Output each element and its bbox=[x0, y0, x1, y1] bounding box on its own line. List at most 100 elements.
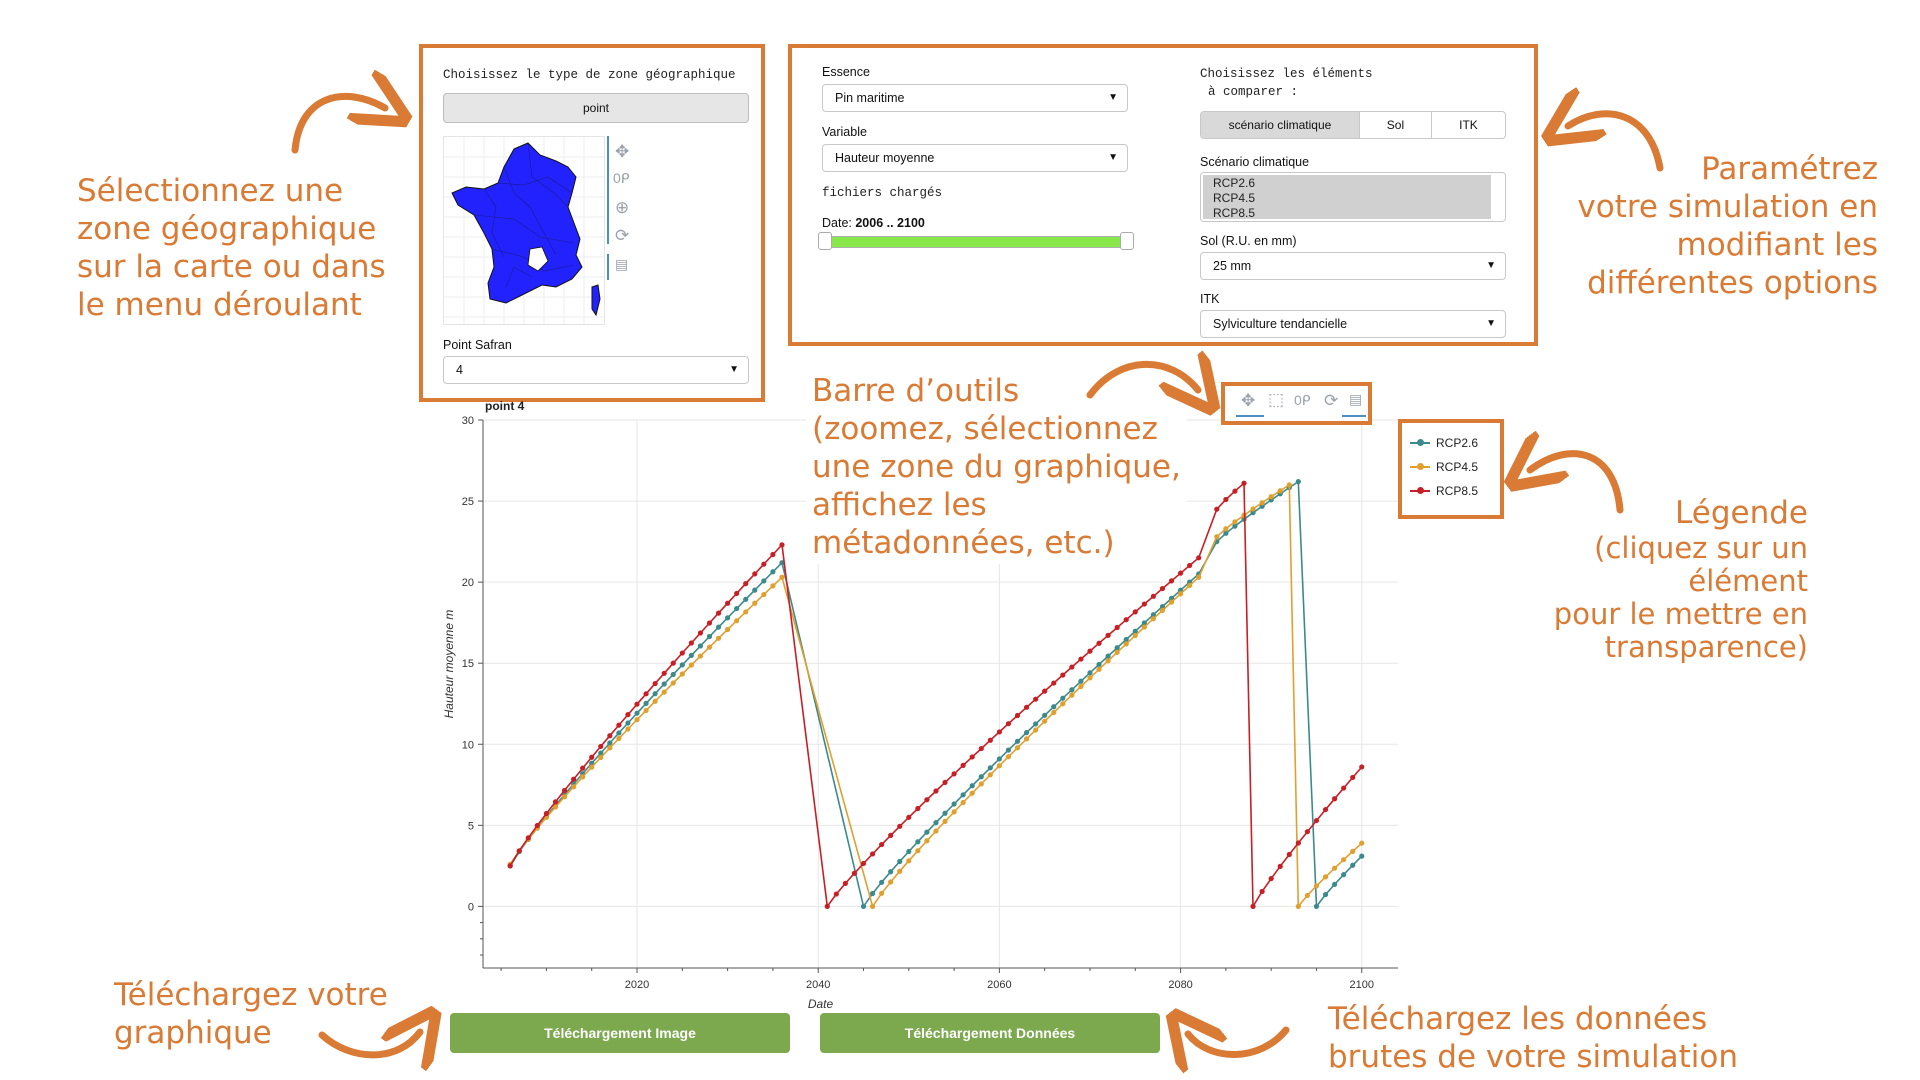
data-point bbox=[1023, 736, 1030, 742]
scenario-option-rcp26[interactable]: RCP2.6 bbox=[1213, 176, 1256, 190]
data-point bbox=[652, 680, 658, 687]
data-point bbox=[1014, 745, 1021, 751]
data-point bbox=[1277, 863, 1283, 869]
data-point bbox=[679, 671, 685, 677]
scenario-option-rcp45[interactable]: RCP4.5 bbox=[1213, 191, 1256, 205]
data-point bbox=[752, 571, 758, 577]
reset-icon[interactable]: ⟳ bbox=[615, 226, 630, 245]
data-point bbox=[1114, 645, 1120, 651]
data-point bbox=[779, 574, 785, 580]
data-point bbox=[616, 722, 622, 728]
data-point bbox=[589, 764, 595, 770]
legend-item-rcp45[interactable]: RCP4.5 bbox=[1410, 458, 1478, 476]
download-image-button[interactable]: Téléchargement Image bbox=[450, 1013, 790, 1053]
essence-select[interactable]: Pin maritime ▼ bbox=[822, 84, 1128, 112]
tab-itk[interactable]: ITK bbox=[1459, 118, 1478, 132]
wheel-zoom-icon[interactable]: 0ᑭ bbox=[613, 170, 630, 186]
data-point bbox=[715, 635, 722, 641]
date-label: Date: 2006 .. 2100 bbox=[822, 216, 925, 230]
y-axis-label: Hauteur moyenne m bbox=[442, 610, 456, 719]
data-point bbox=[1187, 582, 1193, 589]
france-map[interactable] bbox=[443, 136, 605, 325]
data-point bbox=[942, 779, 948, 786]
data-point bbox=[743, 609, 749, 615]
data-point bbox=[1232, 488, 1238, 494]
box-select-icon[interactable]: ⬚ bbox=[1268, 390, 1285, 409]
data-point bbox=[1322, 806, 1329, 813]
data-point bbox=[743, 581, 749, 587]
date-range: 2006 .. 2100 bbox=[855, 216, 925, 230]
reset-icon[interactable]: ⟳ bbox=[1324, 391, 1339, 410]
data-point bbox=[1087, 675, 1093, 681]
data-point bbox=[1078, 656, 1084, 662]
data-point bbox=[734, 618, 740, 624]
france-map-svg[interactable] bbox=[444, 137, 604, 324]
data-point bbox=[534, 822, 540, 829]
data-point bbox=[906, 814, 912, 820]
data-point bbox=[643, 691, 649, 697]
download-data-button[interactable]: Téléchargement Données bbox=[820, 1013, 1160, 1053]
data-point bbox=[580, 774, 586, 780]
pan-icon[interactable]: ✥ bbox=[615, 142, 630, 161]
data-point bbox=[996, 756, 1002, 762]
chevron-down-icon: ▼ bbox=[1486, 260, 1496, 271]
variable-select[interactable]: Hauteur moyenne ▼ bbox=[822, 144, 1128, 172]
data-point bbox=[1132, 628, 1138, 634]
wheel-zoom-icon[interactable]: 0ᑭ bbox=[1294, 392, 1311, 408]
x-tick-label: 2100 bbox=[1350, 979, 1374, 991]
itk-select[interactable]: Sylviculture tendancielle ▼ bbox=[1200, 310, 1506, 338]
data-point bbox=[1150, 616, 1156, 622]
data-point bbox=[1096, 666, 1102, 672]
data-point bbox=[969, 790, 975, 796]
data-point bbox=[688, 652, 694, 658]
data-point bbox=[734, 605, 740, 612]
sol-select[interactable]: 25 mm ▼ bbox=[1200, 252, 1506, 280]
scenario-multiselect[interactable]: RCP2.6 RCP4.5 RCP8.5 bbox=[1200, 172, 1506, 222]
data-point bbox=[960, 799, 966, 806]
data-point bbox=[1250, 903, 1256, 909]
essence-label: Essence bbox=[822, 65, 870, 79]
data-point bbox=[1078, 683, 1084, 690]
hover-icon[interactable]: ▤ bbox=[615, 256, 629, 272]
pan-icon[interactable]: ✥ bbox=[1241, 391, 1256, 410]
legend-item-rcp85[interactable]: RCP8.5 bbox=[1410, 482, 1478, 500]
scenario-option-rcp85[interactable]: RCP8.5 bbox=[1213, 206, 1256, 220]
data-point bbox=[1295, 479, 1301, 485]
data-point bbox=[1268, 875, 1274, 882]
tab-scenario-climatique[interactable]: scénario climatique bbox=[1201, 112, 1360, 138]
data-point bbox=[688, 640, 694, 646]
data-point bbox=[670, 680, 676, 686]
data-point bbox=[661, 681, 667, 687]
data-point bbox=[661, 689, 667, 695]
date-slider-end-handle[interactable] bbox=[1120, 232, 1134, 250]
data-point bbox=[1286, 851, 1292, 858]
data-point bbox=[860, 903, 867, 909]
data-point bbox=[779, 542, 785, 548]
data-point bbox=[969, 754, 975, 760]
legend-item-rcp26[interactable]: RCP2.6 bbox=[1410, 434, 1478, 452]
data-point bbox=[1350, 774, 1356, 781]
data-point bbox=[951, 771, 957, 777]
itk-label: ITK bbox=[1200, 292, 1220, 306]
variable-label: Variable bbox=[822, 125, 867, 139]
data-point bbox=[679, 662, 685, 668]
hover-icon[interactable]: ▤ bbox=[1349, 391, 1363, 407]
data-point bbox=[879, 890, 885, 896]
data-point bbox=[1069, 664, 1075, 670]
unsimulated-zone bbox=[527, 246, 549, 272]
point-safran-select[interactable]: 4 ▼ bbox=[443, 356, 749, 384]
data-point bbox=[761, 561, 767, 567]
data-point bbox=[561, 787, 568, 794]
data-point bbox=[869, 890, 876, 897]
data-point bbox=[1105, 632, 1111, 638]
tab-sol[interactable]: Sol bbox=[1360, 112, 1432, 138]
data-point bbox=[607, 740, 613, 746]
data-point bbox=[507, 863, 513, 869]
point-safran-value: 4 bbox=[456, 363, 463, 377]
date-slider-start-handle[interactable] bbox=[818, 232, 832, 250]
zoom-icon[interactable]: ⊕ bbox=[615, 198, 630, 217]
data-point bbox=[1123, 617, 1129, 623]
zone-type-button[interactable]: point bbox=[443, 93, 749, 123]
data-point bbox=[906, 858, 912, 864]
data-point bbox=[688, 662, 694, 668]
